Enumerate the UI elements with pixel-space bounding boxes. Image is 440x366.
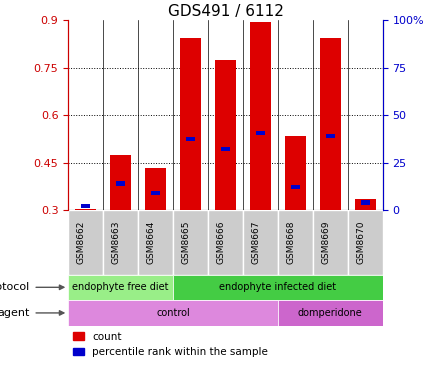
Text: GSM8669: GSM8669 — [321, 221, 330, 264]
Bar — [348, 210, 383, 274]
Text: GSM8665: GSM8665 — [182, 221, 191, 264]
Title: GDS491 / 6112: GDS491 / 6112 — [168, 4, 283, 19]
Bar — [145, 168, 166, 210]
Bar — [215, 60, 236, 210]
Text: protocol: protocol — [0, 282, 30, 292]
Bar — [221, 146, 230, 151]
Bar — [285, 136, 306, 210]
Bar — [355, 199, 376, 210]
Bar — [103, 210, 138, 274]
Text: GSM8668: GSM8668 — [286, 221, 295, 264]
Text: control: control — [156, 308, 190, 318]
Text: endophyte free diet: endophyte free diet — [73, 282, 169, 292]
Bar — [75, 209, 96, 210]
Legend: count, percentile rank within the sample: count, percentile rank within the sample — [73, 332, 268, 357]
Text: GSM8666: GSM8666 — [216, 221, 226, 264]
Bar — [278, 210, 313, 274]
Bar — [313, 210, 348, 274]
Bar — [151, 191, 160, 195]
Bar — [68, 210, 103, 274]
Bar — [68, 274, 173, 300]
Text: GSM8662: GSM8662 — [77, 221, 86, 264]
Text: GSM8667: GSM8667 — [251, 221, 260, 264]
Bar — [81, 203, 90, 208]
Bar — [68, 300, 278, 326]
Text: domperidone: domperidone — [298, 308, 363, 318]
Text: GSM8670: GSM8670 — [356, 221, 365, 264]
Bar — [116, 182, 125, 186]
Bar — [278, 300, 383, 326]
Bar — [173, 210, 208, 274]
Bar — [243, 210, 278, 274]
Bar — [173, 274, 383, 300]
Bar — [320, 38, 341, 210]
Bar — [208, 210, 243, 274]
Text: GSM8663: GSM8663 — [112, 221, 121, 264]
Text: endophyte infected diet: endophyte infected diet — [220, 282, 337, 292]
Text: agent: agent — [0, 308, 30, 318]
Bar — [110, 155, 131, 210]
Bar — [361, 201, 370, 205]
Bar — [180, 38, 201, 210]
Text: GSM8664: GSM8664 — [147, 221, 156, 264]
Bar — [250, 22, 271, 210]
Bar — [291, 184, 300, 189]
Bar — [326, 134, 335, 138]
Bar — [186, 137, 195, 141]
Bar — [256, 131, 265, 135]
Bar — [138, 210, 173, 274]
